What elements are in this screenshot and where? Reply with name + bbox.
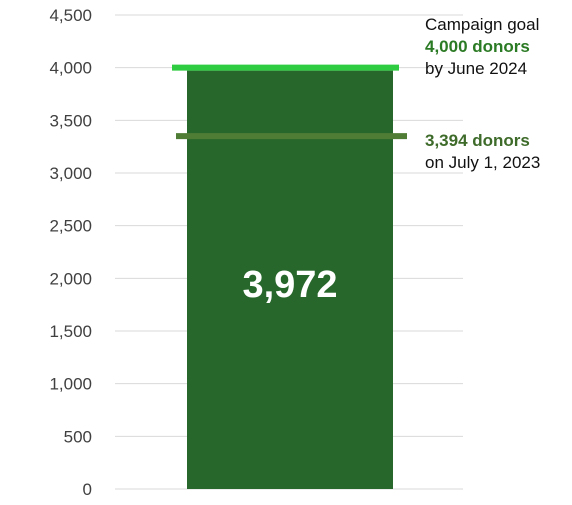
y-axis-tick-labels: 0 500 1,000 1,500 2,000 2,500 3,000 3,500 4,000 4… xyxy=(49,6,92,499)
goal-annotation-value: 4,000 donors xyxy=(425,37,530,56)
current-annotation-value: 3,394 donors xyxy=(425,131,530,150)
y-tick-label: 0 xyxy=(83,480,92,499)
goal-annotation: Campaign goal 4,000 donors by June 2024 xyxy=(425,14,539,80)
goal-annotation-line1: Campaign goal xyxy=(425,15,540,34)
y-tick-label: 2,000 xyxy=(49,269,92,288)
current-annotation: 3,394 donors on July 1, 2023 xyxy=(425,130,540,174)
y-tick-label: 1,000 xyxy=(49,375,92,394)
y-tick-label: 3,000 xyxy=(49,164,92,183)
bar xyxy=(187,70,393,489)
bars xyxy=(187,70,393,489)
current-annotation-date: on July 1, 2023 xyxy=(425,153,541,172)
y-tick-label: 4,500 xyxy=(49,6,92,25)
goal-annotation-line3: by June 2024 xyxy=(425,59,528,78)
y-tick-label: 2,500 xyxy=(49,217,92,236)
bar-value-label: 3,972 xyxy=(242,264,337,306)
y-tick-label: 1,500 xyxy=(49,322,92,341)
y-tick-label: 4,000 xyxy=(49,59,92,78)
y-tick-label: 500 xyxy=(64,427,92,446)
y-tick-label: 3,500 xyxy=(49,111,92,130)
reference-lines xyxy=(172,64,407,140)
bar-value-labels: 3,972 xyxy=(242,264,337,306)
